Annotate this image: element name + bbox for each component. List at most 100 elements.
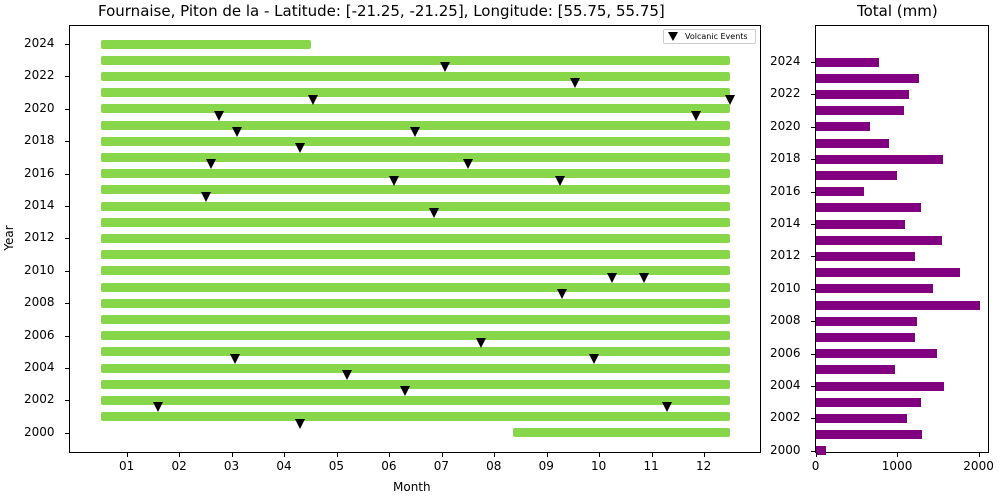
side-x-tick-label: 1000 [881, 459, 913, 473]
side-y-tick-label: 2010 [770, 280, 801, 295]
x-tick-label: 10 [591, 459, 607, 473]
x-tick-label: 02 [171, 459, 187, 473]
coverage-bar [100, 88, 731, 98]
side-y-tick-label: 2006 [770, 345, 801, 360]
side-y-tick-label: 2018 [770, 151, 801, 166]
x-tick-label: 11 [643, 459, 659, 473]
precip-bar [816, 122, 871, 132]
y-tick-label: 2022 [24, 68, 55, 83]
x-tick [284, 453, 286, 457]
precip-bar [816, 316, 917, 326]
precip-bar [816, 73, 919, 83]
volcano-marker-icon [232, 127, 243, 137]
volcano-marker-icon [295, 418, 306, 429]
precip-bar [816, 332, 915, 342]
x-tick [651, 453, 653, 457]
coverage-bar [100, 395, 731, 405]
main-plot-area [69, 25, 761, 453]
precip-bar [816, 89, 909, 99]
precip-bar [816, 170, 897, 180]
y-tick [65, 173, 69, 175]
y-tick-label: 2020 [24, 100, 55, 115]
y-tick-label: 2016 [24, 165, 55, 180]
coverage-bar [100, 347, 731, 357]
side-y-tick-label: 2000 [770, 442, 801, 457]
volcano-marker-icon [399, 386, 410, 397]
volcano-marker-icon [439, 62, 450, 73]
side-y-tick-label: 2016 [770, 183, 801, 198]
precip-bar [816, 57, 880, 67]
coverage-bar [100, 169, 731, 179]
y-tick [65, 335, 69, 337]
side-y-tick [811, 321, 815, 323]
volcano-marker-icon [295, 143, 306, 154]
main-x-axis-label: Month [393, 480, 431, 494]
volcano-marker-icon [410, 127, 421, 137]
precip-bar [816, 446, 826, 456]
x-tick [441, 453, 443, 457]
side-y-tick-label: 2014 [770, 216, 801, 230]
precip-bar [816, 203, 922, 213]
volcano-marker-icon [200, 191, 211, 202]
side-y-tick-label: 2012 [770, 248, 801, 263]
y-tick [65, 44, 69, 45]
y-tick-label: 2014 [24, 198, 55, 212]
x-tick-label: 07 [433, 459, 449, 473]
side-y-tick-label: 2024 [770, 54, 801, 68]
x-tick-label: 06 [381, 459, 397, 473]
coverage-bar [512, 428, 731, 438]
x-tick [179, 453, 181, 457]
precip-bar [816, 349, 937, 359]
volcano-marker-icon [554, 175, 565, 186]
y-tick-label: 2018 [24, 133, 55, 148]
side-x-tick [815, 453, 817, 457]
precip-bar [816, 187, 864, 197]
volcano-marker-icon [691, 110, 702, 121]
precip-bar [816, 365, 895, 375]
precip-bar [816, 397, 922, 407]
coverage-bar [100, 282, 731, 292]
y-tick [65, 400, 69, 402]
y-tick-label: 2008 [24, 295, 55, 310]
coverage-bar [100, 363, 731, 373]
precip-bar [816, 413, 907, 423]
volcano-marker-icon [342, 370, 353, 380]
coverage-bar [100, 55, 731, 65]
coverage-bar [100, 379, 731, 389]
volcano-marker-icon [428, 208, 439, 218]
side-y-tick [811, 159, 815, 161]
side-y-tick [811, 224, 815, 225]
side-x-tick-label: 2000 [963, 459, 994, 473]
side-y-tick-label: 2002 [770, 410, 801, 425]
volcano-marker-icon [213, 110, 224, 121]
coverage-bar [100, 412, 731, 422]
volcano-marker-icon [205, 159, 216, 170]
x-tick-label: 03 [223, 459, 240, 473]
side-y-tick-label: 2022 [770, 86, 801, 101]
coverage-bar [100, 298, 731, 308]
volcano-marker-icon [607, 272, 618, 283]
side-y-tick [811, 353, 815, 355]
x-tick-label: 12 [695, 459, 712, 473]
volcano-marker-icon [229, 353, 240, 364]
volcano-marker-icon [462, 159, 473, 170]
x-tick-label: 09 [538, 459, 554, 473]
y-tick-label: 2002 [24, 392, 55, 407]
side-y-tick [811, 256, 815, 258]
side-y-tick-label: 2020 [770, 118, 801, 133]
coverage-bar [100, 266, 731, 276]
precip-bar [816, 284, 933, 294]
side-x-tick [897, 453, 898, 457]
coverage-bar [100, 201, 731, 211]
x-tick [336, 453, 338, 457]
y-tick [65, 141, 69, 143]
y-tick [65, 238, 69, 240]
volcano-marker-icon [153, 402, 164, 413]
precip-bar [816, 235, 942, 245]
side-chart-title: Total (mm) [857, 2, 938, 20]
y-tick-label: 2012 [24, 230, 55, 245]
volcano-marker-icon [662, 402, 673, 413]
volcano-marker-icon [588, 353, 599, 364]
x-tick-label: 01 [119, 459, 135, 473]
y-tick [65, 432, 69, 434]
